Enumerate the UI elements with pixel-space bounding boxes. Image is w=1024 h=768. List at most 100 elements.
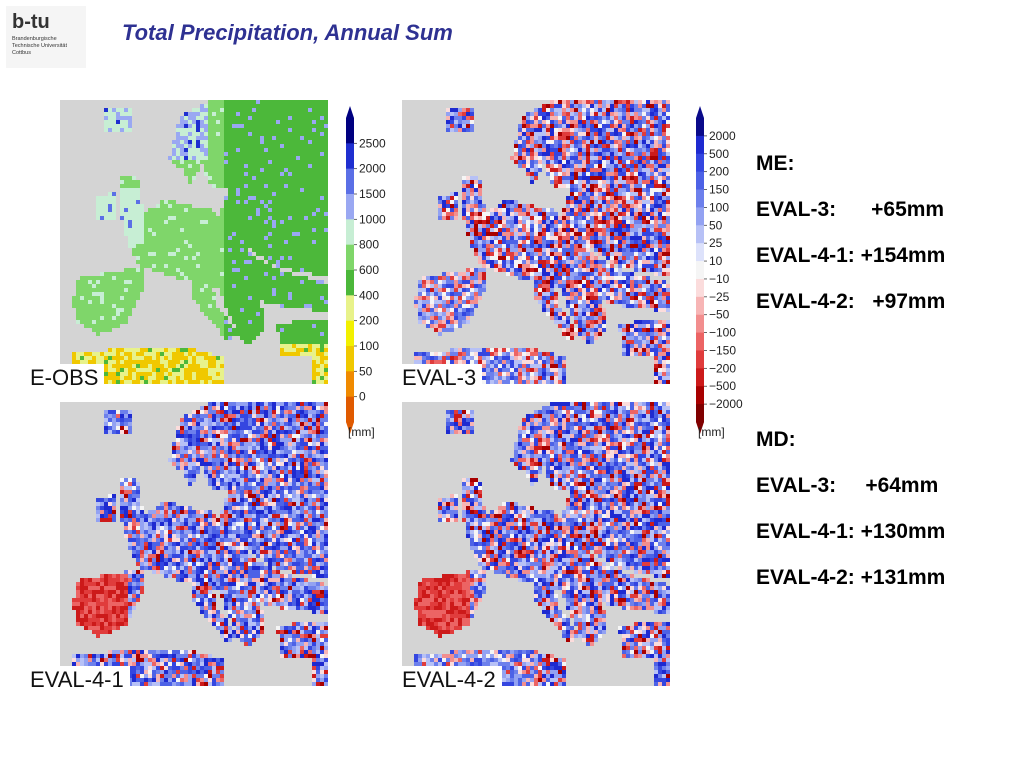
- grid-cell: [558, 248, 562, 252]
- grid-cell: [546, 132, 550, 136]
- grid-cell: [292, 244, 296, 248]
- grid-cell: [526, 124, 530, 128]
- grid-cell: [666, 256, 670, 260]
- grid-cell: [200, 116, 204, 120]
- grid-cell: [638, 144, 642, 148]
- grid-cell: [228, 268, 232, 272]
- grid-cell: [300, 168, 304, 172]
- grid-cell: [244, 288, 248, 292]
- grid-cell: [184, 368, 188, 372]
- grid-cell: [152, 224, 156, 228]
- grid-cell: [622, 136, 626, 140]
- grid-cell: [212, 132, 216, 136]
- grid-cell: [112, 116, 116, 120]
- grid-cell: [538, 276, 542, 280]
- grid-cell: [120, 364, 124, 368]
- grid-cell: [478, 292, 482, 296]
- grid-cell: [220, 108, 224, 112]
- grid-cell: [252, 192, 256, 196]
- grid-cell: [176, 232, 180, 236]
- grid-cell: [216, 148, 220, 152]
- grid-cell: [272, 180, 276, 184]
- grid-cell: [204, 172, 208, 176]
- grid-cell: [312, 188, 316, 192]
- grid-cell: [160, 256, 164, 260]
- grid-cell: [666, 284, 670, 288]
- grid-cell: [268, 284, 272, 288]
- grid-cell: [614, 224, 618, 228]
- grid-cell: [124, 212, 128, 216]
- grid-cell: [224, 172, 228, 176]
- grid-cell: [236, 284, 240, 288]
- grid-cell: [284, 192, 288, 196]
- grid-cell: [124, 308, 128, 312]
- grid-cell: [188, 348, 192, 352]
- grid-cell: [140, 272, 144, 276]
- grid-cell: [88, 360, 92, 364]
- grid-cell: [272, 192, 276, 196]
- grid-cell: [256, 148, 260, 152]
- grid-cell: [300, 236, 304, 240]
- grid-cell: [446, 128, 450, 132]
- grid-cell: [284, 164, 288, 168]
- grid-cell: [590, 156, 594, 160]
- grid-cell: [272, 284, 276, 288]
- grid-cell: [224, 116, 228, 120]
- grid-cell: [104, 276, 108, 280]
- grid-cell: [144, 260, 148, 264]
- grid-cell: [454, 216, 458, 220]
- grid-cell: [164, 240, 168, 244]
- grid-cell: [320, 268, 324, 272]
- grid-cell: [192, 256, 196, 260]
- grid-cell: [658, 248, 662, 252]
- grid-cell: [550, 104, 554, 108]
- grid-cell: [212, 220, 216, 224]
- grid-cell: [482, 248, 486, 252]
- grid-cell: [626, 156, 630, 160]
- grid-cell: [228, 292, 232, 296]
- grid-cell: [316, 172, 320, 176]
- grid-cell: [586, 248, 590, 252]
- grid-cell: [534, 276, 538, 280]
- grid-cell: [212, 136, 216, 140]
- grid-cell: [248, 324, 252, 328]
- grid-cell: [562, 104, 566, 108]
- grid-cell: [550, 136, 554, 140]
- grid-cell: [650, 248, 654, 252]
- grid-cell: [586, 220, 590, 224]
- grid-cell: [284, 180, 288, 184]
- grid-cell: [244, 124, 248, 128]
- grid-cell: [232, 232, 236, 236]
- grid-cell: [316, 228, 320, 232]
- grid-cell: [212, 312, 216, 316]
- grid-cell: [586, 280, 590, 284]
- grid-cell: [252, 140, 256, 144]
- grid-cell: [634, 184, 638, 188]
- grid-cell: [304, 340, 308, 344]
- grid-cell: [248, 332, 252, 336]
- grid-cell: [216, 128, 220, 132]
- grid-cell: [204, 288, 208, 292]
- grid-cell: [598, 136, 602, 140]
- grid-cell: [630, 200, 634, 204]
- grid-cell: [212, 100, 216, 104]
- grid-cell: [172, 224, 176, 228]
- grid-cell: [618, 256, 622, 260]
- grid-cell: [574, 268, 578, 272]
- grid-cell: [196, 140, 200, 144]
- grid-cell: [430, 276, 434, 280]
- grid-cell: [666, 108, 670, 112]
- grid-cell: [224, 296, 228, 300]
- grid-cell: [308, 152, 312, 156]
- grid-cell: [610, 112, 614, 116]
- grid-cell: [212, 360, 216, 364]
- grid-cell: [300, 300, 304, 304]
- grid-cell: [256, 316, 260, 320]
- grid-cell: [88, 288, 92, 292]
- grid-cell: [208, 288, 212, 292]
- grid-cell: [232, 164, 236, 168]
- grid-cell: [152, 376, 156, 380]
- grid-cell: [308, 216, 312, 220]
- grid-cell: [264, 128, 268, 132]
- grid-cell: [204, 312, 208, 316]
